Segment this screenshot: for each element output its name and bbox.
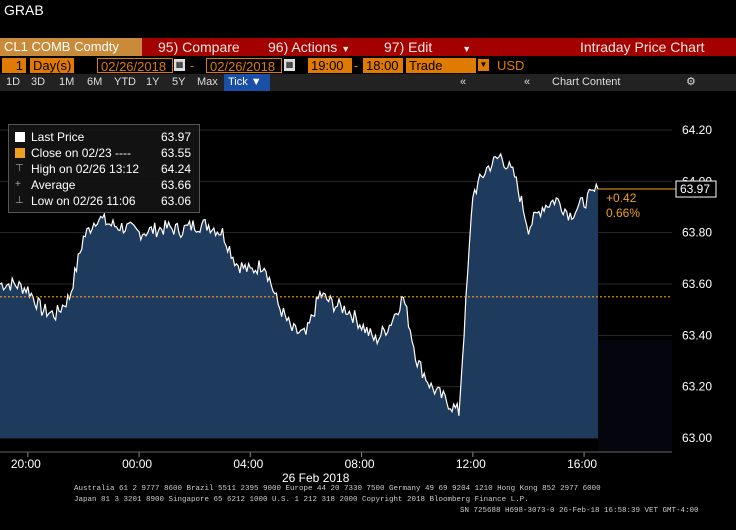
timeframe-bar: 1D 3D 1M 6M YTD 1Y 5Y Max Tick ▼ « « Cha… xyxy=(0,74,736,91)
start-time-field[interactable]: 19:00 xyxy=(308,58,352,73)
x-tick-label: 20:00 xyxy=(11,457,41,471)
legend-swatch xyxy=(15,148,25,158)
y-tick-label: 63.60 xyxy=(682,277,712,291)
chevron-down-icon: ▼ xyxy=(341,44,351,54)
legend-label: High on 02/26 13:12 xyxy=(31,162,140,176)
timeframe-5y[interactable]: 5Y xyxy=(172,76,186,88)
high-marker-icon: ⊤ xyxy=(15,163,24,174)
chart-content-button[interactable]: Chart Content xyxy=(552,76,621,88)
last-price-line xyxy=(0,152,599,416)
currency-label: USD xyxy=(497,58,525,73)
calendar-icon[interactable]: ▦ xyxy=(174,59,185,71)
menu-bar: CL1 COMB Comdty 95) Compare 96) Actions ▼… xyxy=(0,38,736,56)
period-unit-label: Day(s) xyxy=(30,58,75,73)
legend-value: 63.55 xyxy=(160,146,191,160)
period-count-field[interactable]: 1 xyxy=(2,58,26,73)
end-time-field[interactable]: 18:00 xyxy=(363,58,403,73)
legend-value: 63.66 xyxy=(160,178,191,192)
price-change-text: +0.42 xyxy=(606,191,637,205)
window-title: GRAB xyxy=(4,2,44,18)
timeframe-max[interactable]: Max xyxy=(197,76,218,88)
timeframe-ytd[interactable]: YTD xyxy=(114,76,136,88)
market-select[interactable]: Trade xyxy=(406,58,476,73)
legend-item-average: + Average 63.66 xyxy=(15,177,193,193)
legend-item-last-price: Last Price 63.97 xyxy=(15,129,193,145)
legend-item-low: ⊥ Low on 02/26 11:06 63.06 xyxy=(15,193,193,209)
plot-backdrop xyxy=(598,340,672,452)
x-tick-label: 00:00 xyxy=(122,457,152,471)
ticker-field[interactable]: CL1 COMB Comdty xyxy=(0,38,142,56)
x-tick-label: 16:00 xyxy=(567,457,597,471)
tick-select[interactable]: Tick ▼ xyxy=(224,74,270,91)
last-price-tag-box xyxy=(675,180,717,198)
date-label: 26 Feb 2018 xyxy=(282,471,350,485)
date-separator: - xyxy=(190,58,195,73)
y-tick-label: 64.20 xyxy=(682,123,712,137)
chevron-down-icon: ▼ xyxy=(462,44,472,54)
x-tick-label: 12:00 xyxy=(456,457,486,471)
price-area-fill xyxy=(0,154,598,438)
legend-swatch xyxy=(15,132,25,142)
legend-label: Average xyxy=(31,178,76,192)
legend-label: Last Price xyxy=(31,130,85,144)
timeframe-3d[interactable]: 3D xyxy=(31,76,46,88)
x-axis-ticks: 20:00 00:00 04:00 08:00 12:00 16:00 xyxy=(0,451,672,471)
legend-item-close: Close on 02/23 ---- 63.55 xyxy=(15,145,193,161)
chart-title: Intraday Price Chart xyxy=(580,39,705,55)
footer-line-1: Australia 61 2 9777 8600 Brazil 5511 239… xyxy=(74,485,601,493)
calendar-icon[interactable]: ▦ xyxy=(284,59,295,71)
time-separator: - xyxy=(354,58,359,73)
legend-label: Close on 02/23 ---- xyxy=(31,146,132,160)
actions-label: 96) Actions xyxy=(268,39,338,55)
timeframe-1y[interactable]: 1Y xyxy=(146,76,160,88)
chart-legend[interactable]: Last Price 63.97 Close on 02/23 ---- 63.55… xyxy=(8,124,200,213)
average-marker-icon: + xyxy=(15,179,21,190)
timeframe-6m[interactable]: 6M xyxy=(87,76,103,88)
footer-line-3: SN 725688 H698-3073-0 26-Feb-18 16:58:39… xyxy=(460,507,699,515)
start-date-field[interactable]: 02/26/2018 xyxy=(97,58,173,74)
end-date-field[interactable]: 02/26/2018 xyxy=(206,58,282,74)
legend-value: 63.97 xyxy=(160,130,191,144)
footer-line-2: Japan 81 3 3201 8900 Singapore 65 6212 1… xyxy=(74,496,529,504)
price-change-pct-text: 0.66% xyxy=(606,206,640,220)
chevron-down-icon[interactable]: ▼ xyxy=(478,59,489,71)
legend-value: 63.06 xyxy=(160,194,191,208)
y-tick-label: 63.00 xyxy=(682,431,712,445)
actions-menu[interactable]: 96) Actions ▼ xyxy=(268,39,350,55)
collapse-left-icon[interactable]: « xyxy=(460,76,467,88)
edit-menu[interactable]: 97) Edit ▼ xyxy=(384,39,471,55)
y-tick-label: 63.20 xyxy=(682,380,712,394)
footer-contacts: Australia 61 2 9777 8600 Brazil 5511 239… xyxy=(0,484,736,517)
y-tick-label: 63.40 xyxy=(682,328,712,342)
range-bar: 1 Day(s) 02/26/2018 ▦ - 02/26/2018 ▦ 19:… xyxy=(0,57,736,74)
legend-item-high: ⊤ High on 02/26 13:12 64.24 xyxy=(15,161,193,177)
x-tick-label: 08:00 xyxy=(345,457,375,471)
edit-label: 97) Edit xyxy=(384,39,433,55)
low-marker-icon: ⊥ xyxy=(15,195,24,206)
compare-label: 95) Compare xyxy=(158,39,240,55)
last-price-tag-text: 63.97 xyxy=(680,182,710,196)
timeframe-1m[interactable]: 1M xyxy=(59,76,75,88)
timeframe-1d[interactable]: 1D xyxy=(6,76,21,88)
price-tag: 63.97 +0.42 0.66% xyxy=(598,180,717,220)
legend-label: Low on 02/26 11:06 xyxy=(31,194,136,208)
x-tick-label: 04:00 xyxy=(233,457,263,471)
y-tick-label: 63.80 xyxy=(682,226,712,240)
compare-menu[interactable]: 95) Compare xyxy=(158,39,240,55)
collapse-up-icon[interactable]: « xyxy=(524,76,531,88)
legend-value: 64.24 xyxy=(160,162,191,176)
gear-icon[interactable]: ⚙ xyxy=(686,76,696,88)
